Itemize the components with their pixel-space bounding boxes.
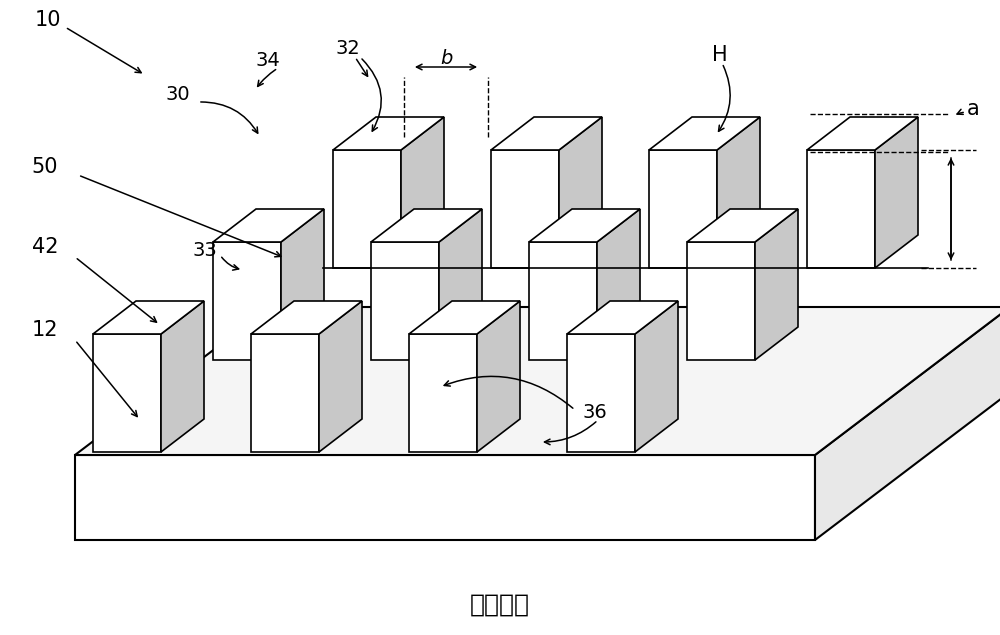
Text: a: a [967, 99, 979, 119]
Polygon shape [815, 307, 1000, 540]
Polygon shape [649, 150, 717, 268]
Polygon shape [161, 301, 204, 452]
Text: 50: 50 [32, 157, 58, 177]
Polygon shape [635, 301, 678, 452]
Polygon shape [281, 209, 324, 360]
Polygon shape [93, 301, 204, 334]
Polygon shape [491, 150, 559, 268]
Polygon shape [333, 117, 444, 150]
Polygon shape [75, 307, 1000, 455]
Polygon shape [251, 301, 362, 334]
Text: 30: 30 [166, 86, 190, 105]
Polygon shape [213, 209, 324, 242]
Polygon shape [597, 209, 640, 360]
Polygon shape [559, 117, 602, 268]
Polygon shape [93, 334, 161, 452]
Polygon shape [807, 117, 918, 150]
Text: 32: 32 [336, 39, 360, 58]
Polygon shape [371, 242, 439, 360]
Text: 10: 10 [35, 10, 61, 30]
Polygon shape [755, 209, 798, 360]
Polygon shape [567, 334, 635, 452]
Polygon shape [717, 117, 760, 268]
Polygon shape [213, 242, 281, 360]
Polygon shape [251, 334, 319, 452]
Polygon shape [875, 117, 918, 268]
Polygon shape [807, 150, 875, 268]
Polygon shape [687, 242, 755, 360]
Text: H: H [712, 45, 728, 65]
Polygon shape [567, 301, 678, 334]
Polygon shape [409, 334, 477, 452]
Text: 36: 36 [583, 403, 607, 422]
Text: 42: 42 [32, 237, 58, 257]
Polygon shape [529, 209, 640, 242]
Polygon shape [401, 117, 444, 268]
Polygon shape [371, 209, 482, 242]
Polygon shape [687, 209, 798, 242]
Text: 现有技术: 现有技术 [470, 593, 530, 617]
Polygon shape [491, 117, 602, 150]
Text: b: b [440, 50, 452, 69]
Polygon shape [319, 301, 362, 452]
Polygon shape [439, 209, 482, 360]
Polygon shape [409, 301, 520, 334]
Text: 34: 34 [256, 51, 280, 69]
Polygon shape [477, 301, 520, 452]
Polygon shape [649, 117, 760, 150]
Polygon shape [529, 242, 597, 360]
Text: 33: 33 [193, 241, 217, 260]
Text: 12: 12 [32, 320, 58, 340]
Polygon shape [333, 150, 401, 268]
Polygon shape [75, 455, 815, 540]
